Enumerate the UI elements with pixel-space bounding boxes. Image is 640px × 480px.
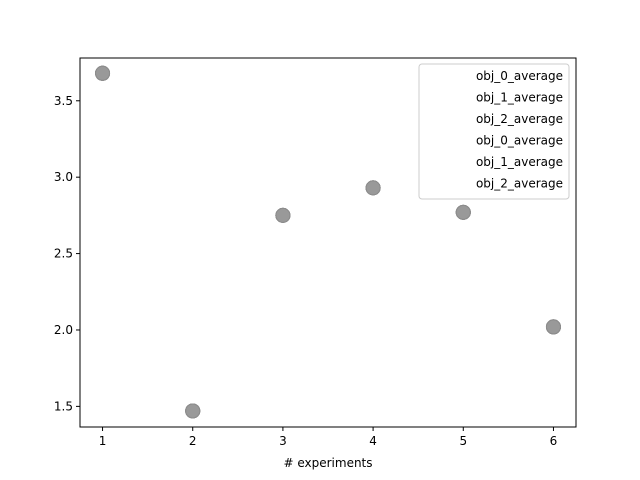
legend-entry-label: obj_2_average [476,177,563,191]
x-tick-label: 6 [550,434,558,448]
data-point [455,204,471,220]
plot-frame [79,57,577,428]
x-tick-label: 4 [369,434,377,448]
data-point [365,180,381,196]
data-point [275,207,291,223]
y-tick-label: 3.5 [54,94,73,108]
legend-entry-label: obj_1_average [476,91,563,105]
x-axis: 1 2 3 4 5 6 [99,427,558,448]
y-axis: 1.5 2.0 2.5 3.0 3.5 [54,94,80,413]
legend: obj_0_averageobj_1_averageobj_2_averageo… [418,63,570,200]
x-tick-label: 5 [459,434,467,448]
legend-entry-label: obj_0_average [476,69,563,83]
x-tick-label: 2 [189,434,197,448]
y-tick-label: 2.5 [54,247,73,261]
legend-box [418,63,570,200]
legend-entry-label: obj_1_average [476,155,563,169]
legend-entry-label: obj_2_average [476,112,563,126]
legend-entry-label: obj_0_average [476,134,563,148]
y-tick-label: 2.0 [54,323,73,337]
x-axis-label: # experiments [283,456,372,470]
y-tick-label: 3.0 [54,170,73,184]
x-tick-label: 3 [279,434,287,448]
y-tick-label: 1.5 [54,399,73,413]
data-point [95,65,111,81]
data-point [545,319,561,335]
x-tick-label: 1 [99,434,107,448]
data-point [185,403,201,419]
data-points [95,65,561,419]
